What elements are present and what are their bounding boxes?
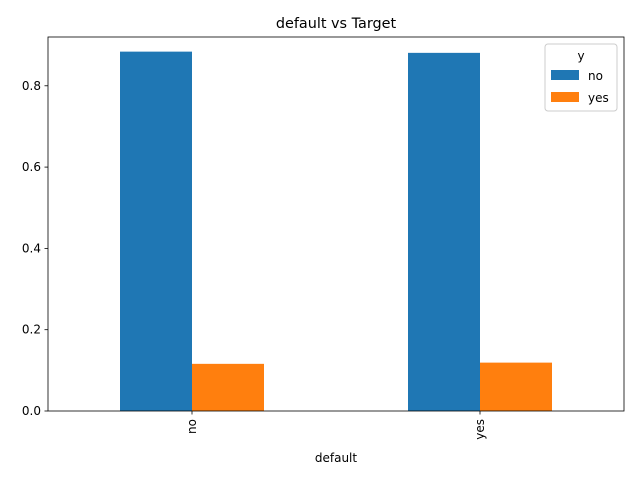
y-tick-label: 0.6 (22, 160, 41, 174)
y-axis: 0.0 0.2 0.4 0.6 0.8 (22, 79, 48, 418)
y-tick-label: 0.8 (22, 79, 41, 93)
bars (120, 51, 552, 412)
legend-label-yes: yes (588, 91, 609, 105)
legend-title: y (577, 49, 584, 63)
x-axis-label: default (315, 451, 358, 465)
chart-title: default vs Target (276, 16, 397, 32)
x-axis: no yes (185, 411, 487, 440)
y-tick-label: 0.2 (22, 323, 41, 337)
bar-no-no (120, 51, 192, 412)
bar-yes-yes (480, 362, 552, 411)
legend-swatch-no (551, 70, 579, 80)
y-tick-label: 0.4 (22, 241, 41, 255)
legend: y no yes (544, 43, 618, 112)
legend-label-no: no (588, 69, 603, 83)
bar-no-yes (408, 52, 480, 412)
plot-frame (47, 36, 625, 412)
y-tick-label: 0.0 (22, 404, 41, 418)
bar-yes-no (192, 363, 264, 411)
legend-swatch-yes (551, 92, 579, 102)
x-tick-label-no: no (185, 419, 199, 434)
x-tick-label-yes: yes (473, 419, 487, 440)
